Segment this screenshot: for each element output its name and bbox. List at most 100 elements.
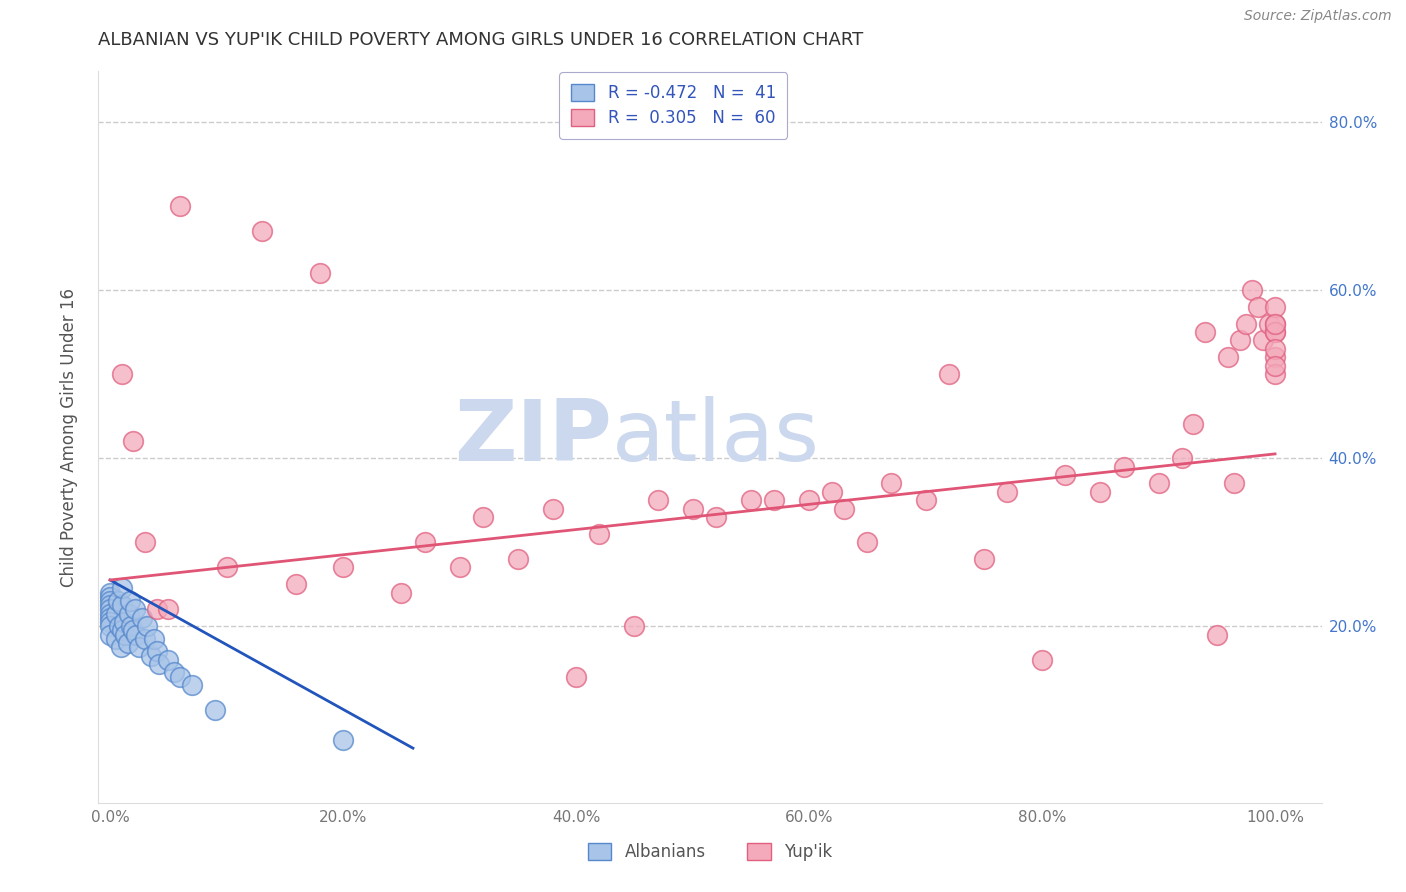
Point — [1229, 334, 1251, 348]
Point — [1194, 325, 1216, 339]
Point — [647, 493, 669, 508]
Text: Source: ZipAtlas.com: Source: ZipAtlas.com — [1244, 9, 1392, 23]
Point — [506, 552, 529, 566]
Point — [169, 199, 191, 213]
Point — [98, 602, 121, 616]
Point — [163, 665, 186, 680]
Point — [98, 611, 121, 625]
Point — [120, 619, 142, 633]
Point — [128, 640, 150, 655]
Text: ZIP: ZIP — [454, 395, 612, 479]
Point — [914, 493, 936, 508]
Point — [1264, 350, 1286, 364]
Point — [117, 636, 139, 650]
Point — [1147, 476, 1170, 491]
Point — [98, 599, 121, 613]
Point — [98, 594, 121, 608]
Point — [122, 624, 145, 638]
Point — [285, 577, 308, 591]
Point — [879, 476, 901, 491]
Point — [740, 493, 762, 508]
Point — [1112, 459, 1135, 474]
Point — [588, 526, 610, 541]
Point — [131, 611, 153, 625]
Point — [180, 678, 202, 692]
Point — [157, 653, 180, 667]
Point — [114, 627, 136, 641]
Point — [1182, 417, 1205, 432]
Point — [98, 627, 121, 641]
Point — [1264, 300, 1286, 314]
Point — [856, 535, 879, 549]
Point — [139, 648, 162, 663]
Point — [1234, 317, 1257, 331]
Point — [111, 599, 134, 613]
Point — [973, 552, 995, 566]
Point — [541, 501, 564, 516]
Point — [623, 619, 645, 633]
Point — [111, 582, 134, 596]
Point — [821, 484, 844, 499]
Point — [763, 493, 786, 508]
Point — [1218, 350, 1240, 364]
Point — [332, 732, 354, 747]
Point — [125, 627, 148, 641]
Point — [1264, 342, 1286, 356]
Point — [107, 594, 129, 608]
Point — [704, 510, 727, 524]
Point — [1264, 317, 1286, 331]
Text: ALBANIAN VS YUP'IK CHILD POVERTY AMONG GIRLS UNDER 16 CORRELATION CHART: ALBANIAN VS YUP'IK CHILD POVERTY AMONG G… — [98, 31, 863, 49]
Point — [250, 224, 273, 238]
Point — [118, 607, 141, 621]
Point — [1031, 653, 1053, 667]
Point — [1264, 325, 1286, 339]
Point — [143, 632, 166, 646]
Point — [1223, 476, 1246, 491]
Point — [145, 644, 167, 658]
Point — [98, 590, 121, 604]
Point — [169, 670, 191, 684]
Point — [308, 266, 330, 280]
Point — [1240, 283, 1263, 297]
Point — [471, 510, 494, 524]
Point — [1090, 484, 1112, 499]
Point — [104, 632, 127, 646]
Point — [449, 560, 471, 574]
Point — [832, 501, 855, 516]
Point — [157, 602, 180, 616]
Point — [111, 624, 134, 638]
Point — [204, 703, 226, 717]
Point — [134, 632, 156, 646]
Point — [118, 594, 141, 608]
Point — [1253, 334, 1275, 348]
Point — [1264, 367, 1286, 381]
Point — [122, 434, 145, 449]
Point — [98, 619, 121, 633]
Point — [938, 367, 960, 381]
Point — [110, 640, 132, 655]
Point — [1054, 467, 1077, 482]
Point — [112, 615, 135, 629]
Point — [148, 657, 170, 671]
Point — [1246, 300, 1268, 314]
Point — [682, 501, 704, 516]
Point — [1171, 451, 1194, 466]
Point — [134, 535, 156, 549]
Y-axis label: Child Poverty Among Girls Under 16: Child Poverty Among Girls Under 16 — [59, 287, 77, 587]
Text: atlas: atlas — [612, 395, 820, 479]
Point — [124, 602, 146, 616]
Point — [98, 615, 121, 629]
Point — [108, 619, 131, 633]
Point — [389, 585, 412, 599]
Point — [136, 619, 159, 633]
Point — [98, 607, 121, 621]
Point — [1264, 317, 1286, 331]
Point — [104, 607, 127, 621]
Point — [413, 535, 436, 549]
Point — [145, 602, 167, 616]
Point — [1264, 359, 1286, 373]
Point — [565, 670, 588, 684]
Point — [1258, 317, 1281, 331]
Point — [332, 560, 354, 574]
Point — [1264, 325, 1286, 339]
